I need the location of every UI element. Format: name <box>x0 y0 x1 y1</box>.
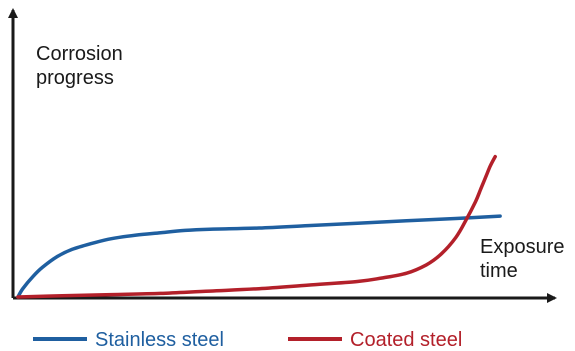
legend: Stainless steel Coated steel <box>33 329 462 351</box>
series-line-stainless-steel <box>16 214 502 299</box>
legend-label-stainless-steel: Stainless steel <box>95 329 224 351</box>
x-axis-label: Exposure time <box>480 236 570 282</box>
legend-label-coated-steel: Coated steel <box>350 329 462 351</box>
y-axis-label-line-2: progress <box>36 67 114 89</box>
series-line-coated-steel <box>16 154 497 299</box>
x-axis-label-line-2: time <box>480 260 518 282</box>
x-axis-label-line-1: Exposure <box>480 236 565 258</box>
y-axis-label-line-1: Corrosion <box>36 43 123 65</box>
y-axis-label: Corrosion progress <box>36 43 128 89</box>
